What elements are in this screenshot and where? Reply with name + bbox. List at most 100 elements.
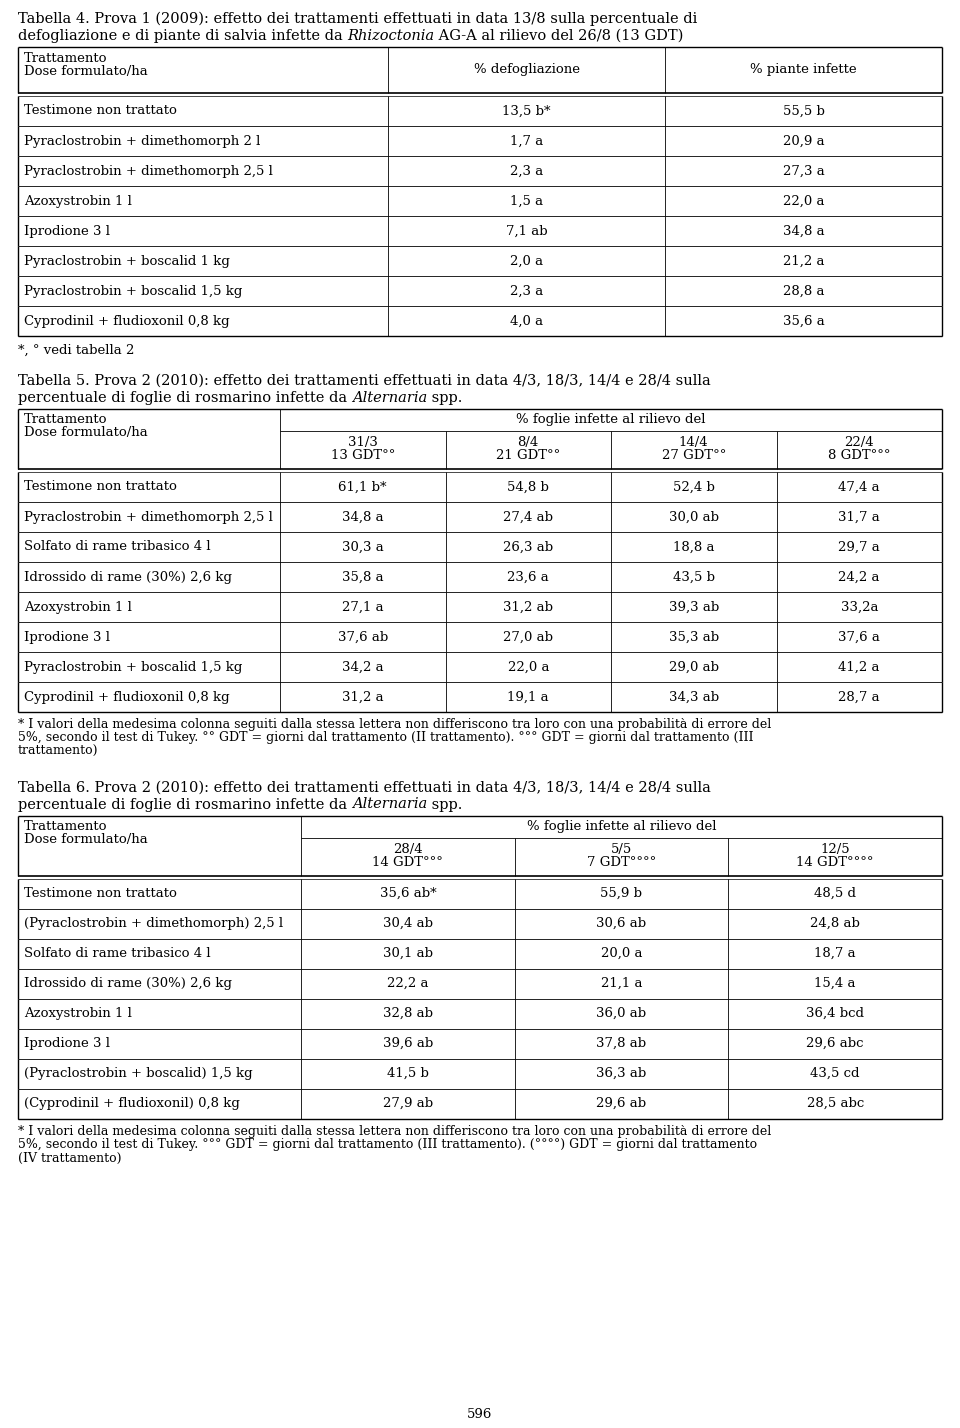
Text: Dose formulato/ha: Dose formulato/ha: [24, 66, 148, 79]
Text: 22,0 a: 22,0 a: [782, 194, 825, 207]
Text: 18,8 a: 18,8 a: [673, 541, 714, 554]
Text: Iprodione 3 l: Iprodione 3 l: [24, 631, 110, 644]
Text: 30,1 ab: 30,1 ab: [383, 947, 433, 960]
Text: Solfato di rame tribasico 4 l: Solfato di rame tribasico 4 l: [24, 947, 210, 960]
Text: trattamento): trattamento): [18, 745, 99, 758]
Text: 31/3: 31/3: [348, 436, 377, 448]
Text: 13,5 b*: 13,5 b*: [502, 104, 551, 117]
Text: 36,4 bcd: 36,4 bcd: [806, 1007, 864, 1020]
Text: % foglie infette al rilievo del: % foglie infette al rilievo del: [527, 820, 716, 833]
Text: 21,1 a: 21,1 a: [601, 977, 642, 990]
Text: 37,6 ab: 37,6 ab: [338, 631, 388, 644]
Text: Pyraclostrobin + boscalid 1 kg: Pyraclostrobin + boscalid 1 kg: [24, 254, 229, 267]
Text: 39,3 ab: 39,3 ab: [668, 601, 719, 614]
Text: 34,3 ab: 34,3 ab: [669, 691, 719, 704]
Text: (Pyraclostrobin + boscalid) 1,5 kg: (Pyraclostrobin + boscalid) 1,5 kg: [24, 1067, 252, 1080]
Text: Alternaria: Alternaria: [351, 797, 427, 811]
Text: 28/4: 28/4: [393, 843, 422, 855]
Text: Tabella 5. Prova 2 (2010): effetto dei trattamenti effettuati in data 4/3, 18/3,: Tabella 5. Prova 2 (2010): effetto dei t…: [18, 374, 710, 388]
Text: 2,3 a: 2,3 a: [510, 284, 543, 297]
Text: 5%, secondo il test di Tukey. °°° GDT = giorni dal trattamento (III trattamento): 5%, secondo il test di Tukey. °°° GDT = …: [18, 1138, 757, 1151]
Text: Pyraclostrobin + dimethomorph 2 l: Pyraclostrobin + dimethomorph 2 l: [24, 134, 260, 147]
Text: Tabella 4. Prova 1 (2009): effetto dei trattamenti effettuati in data 13/8 sulla: Tabella 4. Prova 1 (2009): effetto dei t…: [18, 11, 697, 26]
Text: 20,0 a: 20,0 a: [601, 947, 642, 960]
Text: 27,3 a: 27,3 a: [782, 164, 825, 177]
Text: Azoxystrobin 1 l: Azoxystrobin 1 l: [24, 194, 132, 207]
Text: 7 GDT°°°°: 7 GDT°°°°: [587, 855, 656, 868]
Text: Trattamento: Trattamento: [24, 820, 108, 833]
Text: 27,4 ab: 27,4 ab: [503, 510, 553, 524]
Text: 1,5 a: 1,5 a: [510, 194, 543, 207]
Text: % foglie infette al rilievo del: % foglie infette al rilievo del: [516, 414, 706, 427]
Text: 27,1 a: 27,1 a: [342, 601, 384, 614]
Text: 15,4 a: 15,4 a: [814, 977, 856, 990]
Text: Pyraclostrobin + boscalid 1,5 kg: Pyraclostrobin + boscalid 1,5 kg: [24, 661, 242, 674]
Text: 61,1 b*: 61,1 b*: [339, 480, 387, 494]
Text: 31,7 a: 31,7 a: [838, 510, 880, 524]
Text: spp.: spp.: [427, 391, 463, 406]
Text: 2,3 a: 2,3 a: [510, 164, 543, 177]
Text: 12/5: 12/5: [821, 843, 850, 855]
Text: 39,6 ab: 39,6 ab: [383, 1037, 433, 1050]
Text: * I valori della medesima colonna seguiti dalla stessa lettera non differiscono : * I valori della medesima colonna seguit…: [18, 718, 771, 731]
Text: 54,8 b: 54,8 b: [507, 480, 549, 494]
Text: AG-A al rilievo del 26/8 (13 GDT): AG-A al rilievo del 26/8 (13 GDT): [435, 29, 684, 43]
Text: 35,3 ab: 35,3 ab: [669, 631, 719, 644]
Text: 22/4: 22/4: [845, 436, 874, 448]
Text: Trattamento: Trattamento: [24, 51, 108, 66]
Text: Dose formulato/ha: Dose formulato/ha: [24, 426, 148, 438]
Text: 19,1 a: 19,1 a: [508, 691, 549, 704]
Text: Azoxystrobin 1 l: Azoxystrobin 1 l: [24, 601, 132, 614]
Text: Alternaria: Alternaria: [351, 391, 427, 406]
Text: 31,2 ab: 31,2 ab: [503, 601, 553, 614]
Text: 28,5 abc: 28,5 abc: [806, 1097, 864, 1110]
Text: 55,9 b: 55,9 b: [601, 887, 642, 900]
Text: 34,8 a: 34,8 a: [342, 510, 384, 524]
Text: 23,6 a: 23,6 a: [508, 571, 549, 584]
Text: Testimone non trattato: Testimone non trattato: [24, 887, 177, 900]
Text: 30,0 ab: 30,0 ab: [669, 510, 719, 524]
Text: Iprodione 3 l: Iprodione 3 l: [24, 224, 110, 237]
Text: 41,5 b: 41,5 b: [387, 1067, 429, 1080]
Text: Tabella 6. Prova 2 (2010): effetto dei trattamenti effettuati in data 4/3, 18/3,: Tabella 6. Prova 2 (2010): effetto dei t…: [18, 781, 710, 794]
Text: 30,3 a: 30,3 a: [342, 541, 384, 554]
Text: 28,8 a: 28,8 a: [782, 284, 825, 297]
Text: 14/4: 14/4: [679, 436, 708, 448]
Text: Pyraclostrobin + dimethomorph 2,5 l: Pyraclostrobin + dimethomorph 2,5 l: [24, 510, 273, 524]
Text: (Pyraclostrobin + dimethomorph) 2,5 l: (Pyraclostrobin + dimethomorph) 2,5 l: [24, 917, 283, 930]
Text: 29,6 abc: 29,6 abc: [806, 1037, 864, 1050]
Text: 43,5 cd: 43,5 cd: [810, 1067, 860, 1080]
Text: 14 GDT°°°: 14 GDT°°°: [372, 855, 444, 868]
Text: Rhizoctonia: Rhizoctonia: [348, 29, 435, 43]
Text: 29,0 ab: 29,0 ab: [669, 661, 719, 674]
Text: 28,7 a: 28,7 a: [838, 691, 880, 704]
Text: % piante infette: % piante infette: [750, 63, 857, 77]
Text: (IV trattamento): (IV trattamento): [18, 1151, 122, 1164]
Text: 55,5 b: 55,5 b: [782, 104, 825, 117]
Text: 13 GDT°°: 13 GDT°°: [330, 448, 395, 463]
Text: 29,6 ab: 29,6 ab: [596, 1097, 647, 1110]
Text: 4,0 a: 4,0 a: [510, 314, 543, 327]
Text: Dose formulato/ha: Dose formulato/ha: [24, 833, 148, 845]
Text: 30,4 ab: 30,4 ab: [383, 917, 433, 930]
Text: 27,0 ab: 27,0 ab: [503, 631, 553, 644]
Text: percentuale di foglie di rosmarino infette da: percentuale di foglie di rosmarino infet…: [18, 797, 351, 811]
Text: Azoxystrobin 1 l: Azoxystrobin 1 l: [24, 1007, 132, 1020]
Text: spp.: spp.: [427, 797, 463, 811]
Text: 22,0 a: 22,0 a: [508, 661, 549, 674]
Text: 1,7 a: 1,7 a: [510, 134, 543, 147]
Text: Solfato di rame tribasico 4 l: Solfato di rame tribasico 4 l: [24, 541, 210, 554]
Text: defogliazione e di piante di salvia infette da: defogliazione e di piante di salvia infe…: [18, 29, 348, 43]
Text: 21 GDT°°: 21 GDT°°: [496, 448, 561, 463]
Text: 47,4 a: 47,4 a: [838, 480, 880, 494]
Text: 48,5 d: 48,5 d: [814, 887, 856, 900]
Text: Idrossido di rame (30%) 2,6 kg: Idrossido di rame (30%) 2,6 kg: [24, 571, 232, 584]
Text: 52,4 b: 52,4 b: [673, 480, 714, 494]
Text: 26,3 ab: 26,3 ab: [503, 541, 553, 554]
Text: Pyraclostrobin + boscalid 1,5 kg: Pyraclostrobin + boscalid 1,5 kg: [24, 284, 242, 297]
Text: 36,0 ab: 36,0 ab: [596, 1007, 647, 1020]
Text: 2,0 a: 2,0 a: [510, 254, 543, 267]
Text: 22,2 a: 22,2 a: [387, 977, 428, 990]
Text: 27,9 ab: 27,9 ab: [383, 1097, 433, 1110]
Text: 27 GDT°°: 27 GDT°°: [661, 448, 726, 463]
